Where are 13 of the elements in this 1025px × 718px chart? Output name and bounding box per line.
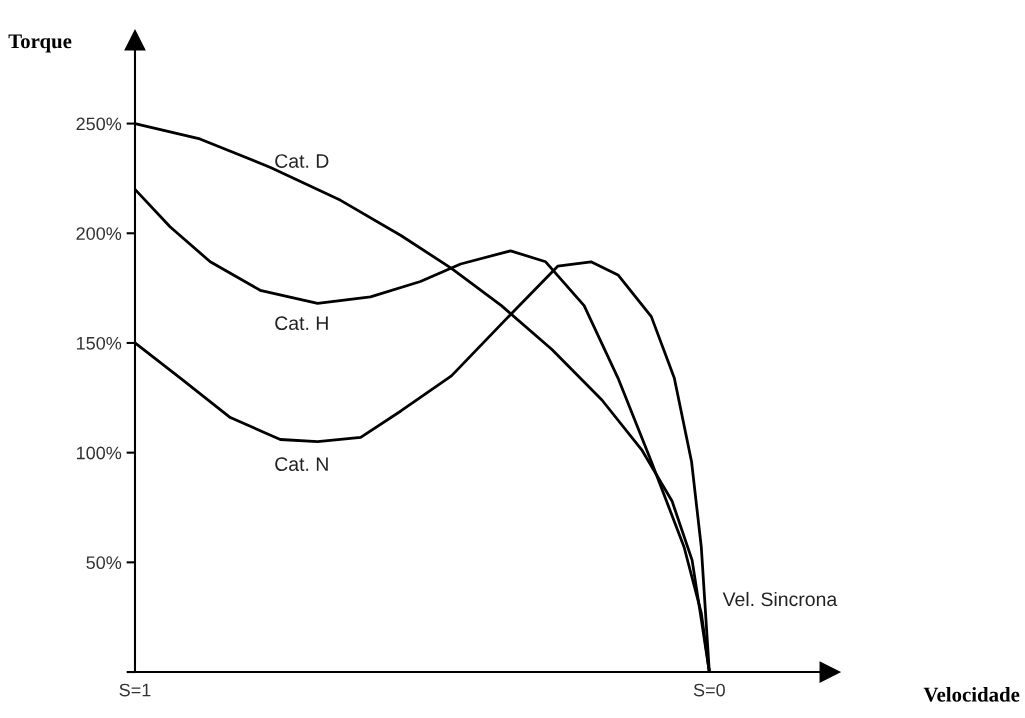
y-axis-title: Torque [8,34,72,53]
x-axis-title: Velocidade [923,687,1020,702]
x-tick-label: S=1 [119,683,151,697]
x-tick-label: S=0 [693,683,725,697]
y-tick-label: 50% [86,556,122,570]
series-label: Cat. N [275,457,328,471]
y-tick-label: 200% [76,227,122,240]
series-label: Cat. H [275,316,328,331]
y-tick-label: 150% [77,336,122,350]
series-label: Cat. D [275,154,329,168]
y-tick-label: 250% [76,117,122,131]
annotation: Vel. Sincrona [722,591,838,607]
y-tick-label: 100% [77,446,122,460]
